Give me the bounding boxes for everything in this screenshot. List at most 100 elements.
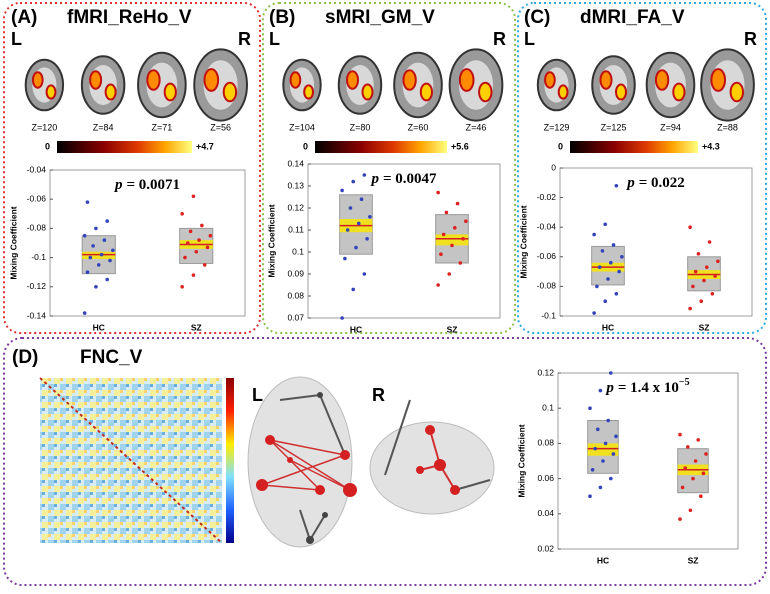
- p-value: = 1.4 x 10: [618, 380, 679, 396]
- activation: [289, 71, 302, 89]
- data-point: [85, 270, 90, 275]
- data-point: [592, 311, 596, 315]
- data-point: [205, 245, 210, 250]
- data-point: [699, 494, 703, 499]
- data-point: [702, 278, 706, 283]
- data-point: [614, 434, 618, 439]
- data-point: [88, 255, 93, 260]
- activation: [361, 83, 374, 101]
- data-point: [595, 427, 600, 432]
- data-point: [603, 299, 608, 304]
- y-tick-label: -0.04: [537, 221, 557, 231]
- data-point: [452, 226, 457, 230]
- data-point: [691, 284, 695, 289]
- data-point: [351, 287, 356, 292]
- data-point: [704, 265, 709, 269]
- activation: [89, 70, 103, 90]
- data-point: [693, 459, 698, 463]
- side-label: R: [238, 29, 251, 49]
- data-point: [441, 232, 446, 237]
- data-point: [707, 240, 712, 244]
- data-point: [102, 238, 107, 242]
- y-tick-label: -0.06: [537, 251, 557, 261]
- data-point: [85, 200, 90, 204]
- y-tick-label: 0.04: [537, 508, 554, 518]
- y-tick-label: 0.11: [288, 224, 304, 234]
- colorbar-min: 0: [558, 141, 563, 151]
- slice-label: Z=80: [350, 122, 371, 132]
- data-point: [202, 263, 207, 267]
- colorbar-max: +5.6: [451, 141, 469, 151]
- data-point: [606, 418, 611, 423]
- x-tick-label: SZ: [688, 555, 699, 565]
- data-point: [601, 459, 605, 463]
- data-point: [680, 485, 685, 490]
- data-point: [94, 226, 98, 231]
- slice-label: Z=120: [31, 122, 57, 132]
- data-point: [183, 255, 187, 260]
- slice-label: Z=56: [210, 122, 231, 132]
- data-point: [701, 471, 706, 476]
- plot-frame: [559, 167, 753, 317]
- x-tick-label: SZ: [447, 324, 458, 334]
- x-tick-label: HC: [597, 555, 609, 565]
- y-tick-label: -0.1: [541, 310, 556, 320]
- slice-label: Z=129: [544, 122, 570, 132]
- p-value: = 0.0071: [126, 177, 180, 193]
- side-label: R: [372, 385, 385, 405]
- y-axis-label: Mixing Coefficient: [518, 205, 528, 278]
- annotation: p = 0.0071: [113, 177, 180, 193]
- data-point: [180, 212, 184, 216]
- data-point: [458, 261, 463, 265]
- slice-label: Z=46: [466, 122, 487, 132]
- data-point: [191, 273, 196, 277]
- data-point: [588, 494, 592, 499]
- data-point: [362, 272, 367, 276]
- data-point: [716, 259, 720, 264]
- data-point: [455, 201, 460, 206]
- activation: [104, 83, 117, 101]
- activation: [31, 71, 44, 89]
- y-tick-label: 0.1: [542, 402, 554, 412]
- data-point: [96, 263, 101, 267]
- plot-frame: [557, 372, 739, 550]
- y-tick-label: 0.1: [292, 246, 304, 256]
- y-tick-label: 0.08: [537, 438, 554, 448]
- y-tick-label: -0.08: [27, 223, 47, 233]
- activation: [615, 83, 627, 101]
- panel-label: (A): [11, 7, 37, 28]
- data-point: [696, 252, 701, 256]
- data-point: [105, 277, 110, 282]
- activation: [163, 82, 177, 102]
- panel-label: (B): [269, 7, 295, 28]
- data-point: [614, 183, 619, 188]
- activation: [402, 69, 417, 91]
- data-point: [356, 221, 361, 226]
- data-point: [461, 237, 465, 241]
- data-point: [600, 249, 605, 253]
- data-point: [597, 265, 602, 269]
- p-symbol: p: [113, 177, 123, 193]
- data-point: [710, 292, 715, 296]
- data-point: [450, 243, 454, 248]
- panel-title: fMRI_ReHo_V: [67, 7, 192, 28]
- panel-label: (D): [12, 347, 38, 368]
- y-axis-label: Mixing Coefficient: [8, 206, 18, 279]
- slice-label: Z=104: [289, 122, 315, 132]
- data-point: [188, 229, 193, 234]
- side-label: R: [493, 29, 506, 49]
- data-point: [693, 269, 698, 274]
- p-exponent: −5: [679, 377, 690, 388]
- brain-network-top: [247, 376, 357, 548]
- data-point: [439, 252, 443, 256]
- data-point: [592, 232, 596, 237]
- data-point: [683, 466, 687, 470]
- data-point: [447, 272, 452, 276]
- data-point: [464, 219, 468, 223]
- plot-frame: [307, 163, 501, 319]
- data-point: [365, 237, 369, 241]
- data-point: [620, 254, 624, 259]
- annotation: p = 0.022: [625, 175, 685, 191]
- data-point: [608, 260, 613, 265]
